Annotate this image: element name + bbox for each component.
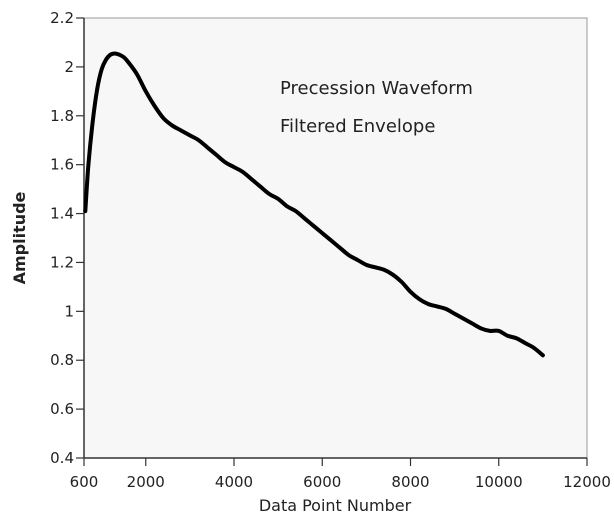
y-tick-label: 0.4 bbox=[50, 449, 74, 467]
annotation-line-2: Filtered Envelope bbox=[280, 116, 435, 137]
y-tick-label: 1.2 bbox=[50, 253, 74, 271]
x-tick-label: 10000 bbox=[475, 473, 523, 491]
x-axis: 600 2000 4000 6000 8000 10000 12000 bbox=[70, 457, 611, 491]
plot-area bbox=[83, 17, 588, 459]
y-axis-title: Amplitude bbox=[10, 191, 29, 284]
annotation-line-1: Precession Waveform bbox=[280, 78, 473, 99]
x-tick-label: 600 bbox=[70, 473, 99, 491]
y-tick-label: 0.6 bbox=[50, 400, 74, 418]
y-tick-label: 2 bbox=[64, 58, 74, 76]
y-tick-label: 1.4 bbox=[50, 205, 74, 223]
x-axis-title: Data Point Number bbox=[259, 496, 412, 515]
y-tick-label: 1.8 bbox=[50, 107, 74, 125]
y-tick-label: 1 bbox=[64, 302, 74, 320]
x-tick-label: 8000 bbox=[391, 473, 429, 491]
x-tick-label: 6000 bbox=[303, 473, 341, 491]
y-tick-label: 1.6 bbox=[50, 156, 74, 174]
y-tick-label: 0.8 bbox=[50, 351, 74, 369]
series-line bbox=[83, 51, 545, 358]
y-axis: 0.4 0.6 0.8 1 1.2 1.4 1.6 1.8 2 2.2 bbox=[50, 9, 85, 467]
x-tick-label: 12000 bbox=[563, 473, 611, 491]
x-tick-label: 2000 bbox=[127, 473, 165, 491]
y-tick-label: 2.2 bbox=[50, 9, 74, 27]
x-tick-label: 4000 bbox=[215, 473, 253, 491]
